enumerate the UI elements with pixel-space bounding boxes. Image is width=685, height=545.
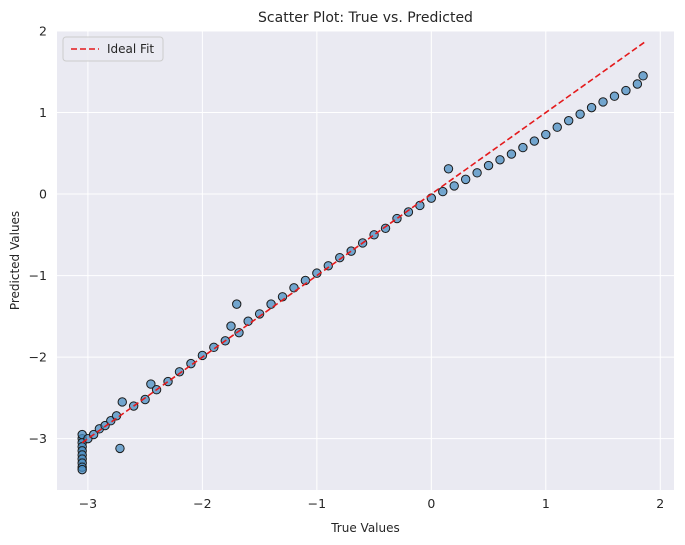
data-point: [460, 174, 471, 185]
data-point: [632, 79, 643, 89]
x-tick-label: −2: [193, 496, 211, 511]
data-point: [226, 321, 236, 331]
data-point: [197, 350, 208, 361]
legend: Ideal Fit: [62, 36, 164, 62]
data-point: [483, 160, 494, 171]
y-tick-label: −2: [29, 350, 47, 365]
data-point: [506, 149, 517, 159]
data-point: [518, 142, 528, 153]
data-point: [638, 71, 648, 81]
data-point: [174, 367, 185, 377]
data-point: [609, 91, 620, 101]
y-tick-label: 0: [39, 187, 47, 202]
data-point: [552, 122, 562, 132]
y-tick-label: 2: [39, 24, 47, 39]
data-point: [323, 261, 333, 271]
legend-box: [62, 36, 164, 62]
x-tick-label: −3: [79, 496, 97, 511]
data-point: [380, 223, 391, 233]
data-point: [449, 181, 459, 191]
data-point: [541, 129, 551, 140]
data-point: [232, 299, 242, 309]
chart-title: Scatter Plot: True vs. Predicted: [258, 10, 473, 26]
data-point: [335, 252, 345, 263]
data-point: [529, 136, 540, 146]
data-point: [140, 394, 150, 405]
data-point: [254, 309, 265, 319]
data-point: [598, 97, 608, 107]
data-point: [563, 115, 574, 126]
data-point: [209, 342, 219, 353]
legend-label-ideal-fit: Ideal Fit: [107, 42, 154, 56]
data-point: [146, 379, 156, 389]
data-point: [186, 358, 196, 369]
data-point: [77, 464, 87, 475]
grid-lines: [57, 30, 674, 490]
data-point: [621, 85, 631, 96]
data-point: [586, 102, 597, 113]
data-point: [403, 207, 414, 217]
tick-labels: −3 −2 −1 0 1 2 −3 −2 −1 0 1 2: [29, 24, 665, 512]
y-tick-label: 1: [39, 105, 47, 120]
data-point: [438, 186, 448, 197]
data-point: [575, 109, 585, 119]
x-tick-label: 0: [427, 496, 435, 511]
y-axis-label: Predicted Values: [8, 211, 22, 310]
data-point: [234, 327, 244, 338]
x-tick-label: −1: [308, 496, 326, 511]
data-points: [77, 71, 648, 475]
data-point: [443, 164, 454, 174]
y-tick-label: −3: [29, 431, 47, 446]
y-tick-label: −1: [29, 268, 47, 283]
data-point: [115, 443, 125, 454]
data-point: [495, 155, 505, 165]
x-tick-label: 2: [656, 496, 664, 511]
x-tick-label: 1: [542, 496, 550, 511]
ideal-fit-layer: [81, 40, 647, 444]
data-point: [117, 397, 127, 407]
data-point: [472, 168, 482, 178]
ideal-fit-line: [81, 40, 647, 444]
x-axis-label: True Values: [330, 521, 400, 535]
plot-area: [57, 31, 674, 490]
